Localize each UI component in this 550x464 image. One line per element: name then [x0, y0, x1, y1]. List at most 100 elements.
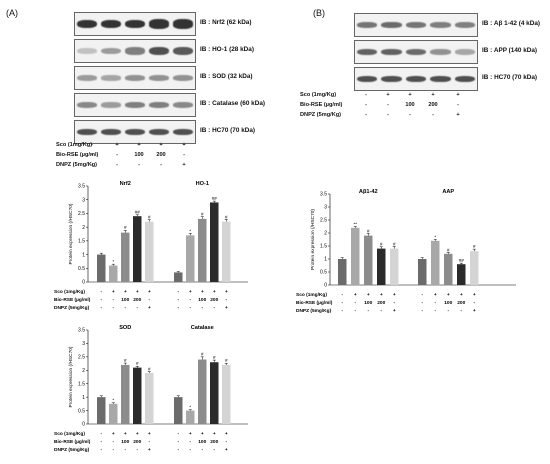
treatment-value: +	[124, 432, 127, 437]
group-title: Catalase	[191, 325, 214, 331]
panel_b-band	[405, 48, 427, 56]
panel_b-treatment-value: +	[431, 92, 435, 98]
significance-mark: #	[148, 366, 151, 371]
y-tick-label: 1.5	[78, 381, 85, 387]
treatment-value: +	[225, 432, 228, 437]
panel_b-band	[381, 75, 402, 83]
treatment-value: +	[201, 432, 204, 437]
bar	[121, 232, 130, 282]
treatment-value: -	[100, 290, 102, 295]
panel_a-band	[172, 46, 194, 56]
panel_b-treatment-label: Sco (1mg/Kg)	[300, 92, 337, 98]
treatment-value: -	[354, 309, 356, 314]
panel_a-band	[76, 102, 98, 108]
panel_b-treatment-value: +	[456, 112, 460, 118]
y-tick-label: 3.5	[78, 184, 85, 190]
treatment-value: -	[100, 448, 102, 453]
treatment-value: -	[421, 301, 423, 306]
panel_b-band	[356, 48, 378, 56]
panel-b-letter: (B)	[313, 8, 325, 18]
treatment-value: +	[136, 432, 139, 437]
treatment-value: -	[124, 448, 126, 453]
treatment-value: -	[189, 298, 191, 303]
panel_a-band	[172, 128, 194, 136]
panel_a-band	[100, 47, 122, 55]
significance-mark: #	[201, 352, 204, 357]
treatment-value: +	[473, 309, 476, 314]
panel_a-band	[76, 128, 98, 136]
bar	[222, 221, 231, 282]
treatment-value: 200	[210, 439, 218, 445]
treatment-value: -	[177, 440, 179, 445]
panel_b-band	[430, 22, 451, 28]
y-tick-label: 2	[324, 231, 327, 237]
treatment-label: Sco (1mg/Kg)	[54, 289, 85, 295]
bar	[222, 364, 231, 424]
treatment-value: -	[434, 301, 436, 306]
bar	[145, 221, 154, 282]
treatment-value: -	[136, 306, 138, 311]
panel_b-blot-2	[354, 67, 478, 91]
treatment-value: -	[100, 306, 102, 311]
bar	[351, 227, 360, 285]
treatment-value: -	[447, 309, 449, 314]
panel_b-treatment-label: Bio-RSE (µg/ml)	[300, 102, 343, 108]
panel_a-band	[100, 102, 122, 108]
y-tick-label: 0	[324, 283, 327, 289]
treatment-value: -	[201, 306, 203, 311]
significance-mark: #	[124, 358, 127, 363]
bar	[198, 218, 207, 282]
treatment-value: -	[100, 298, 102, 303]
y-tick-label: 0	[82, 422, 85, 428]
panel_a-blot-1	[74, 39, 196, 63]
treatment-value: -	[189, 306, 191, 311]
panel_a-band	[124, 102, 146, 108]
panel_b-treatment-value: 100	[405, 102, 415, 108]
treatment-value: -	[225, 298, 227, 303]
y-tick-label: 3	[82, 197, 85, 203]
group-title: SOD	[119, 325, 131, 331]
bar	[431, 240, 440, 285]
panel_b-treatment-value: +	[386, 92, 390, 98]
panel_a-blot-4	[74, 120, 196, 144]
treatment-value: -	[201, 448, 203, 453]
panel_a-band	[124, 75, 146, 81]
y-tick-label: 1	[82, 252, 85, 258]
treatment-value: +	[354, 293, 357, 298]
panel_a-band	[172, 19, 194, 29]
treatment-value: -	[112, 448, 114, 453]
bar	[364, 235, 373, 285]
y-tick-label: 2.5	[78, 211, 85, 217]
y-axis-label: Protein expression (/HSC70)	[68, 346, 74, 407]
treatment-value: 100	[198, 439, 206, 445]
treatment-value: +	[112, 290, 115, 295]
treatment-value: -	[148, 298, 150, 303]
treatment-value: 200	[210, 297, 218, 303]
treatment-value: 100	[198, 297, 206, 303]
panel_a-blot-label: IB : HO-1 (28 kDa)	[200, 46, 254, 53]
bar	[186, 235, 195, 282]
panel_a-band	[76, 19, 98, 29]
treatment-value: +	[447, 293, 450, 298]
panel_a-blot-3	[74, 93, 196, 117]
y-tick-label: 1	[82, 395, 85, 401]
panel_b-treatment-label: DNPZ (5mg/Kg)	[300, 112, 342, 118]
treatment-value: 100	[444, 300, 452, 306]
treatment-label: Bio-RSE (µg/ml)	[296, 300, 333, 306]
panel_b-band	[430, 49, 451, 55]
bar	[133, 367, 142, 424]
significance-mark: *	[112, 398, 114, 403]
treatment-value: +	[393, 309, 396, 314]
bar	[377, 248, 386, 285]
treatment-label: DNPZ (5mg/Kg)	[296, 308, 332, 314]
significance-mark: #	[136, 361, 139, 366]
treatment-value: -	[341, 309, 343, 314]
panel_b-blot-0	[354, 13, 478, 37]
panel_b-treatment-value: -	[409, 112, 411, 118]
treatment-value: -	[213, 306, 215, 311]
treatment-value: -	[393, 301, 395, 306]
panel_b-band	[356, 75, 378, 83]
treatment-value: 100	[121, 439, 129, 445]
significance-mark: ##	[135, 210, 141, 215]
bar	[109, 403, 118, 424]
